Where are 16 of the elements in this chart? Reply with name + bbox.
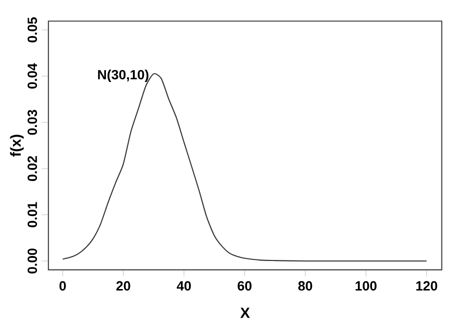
y-tick-label: 0.02	[28, 156, 38, 182]
x-tick-label: 100	[356, 281, 377, 291]
y-axis-title: f(x)	[10, 134, 24, 157]
y-tick-label: 0.01	[28, 202, 38, 228]
y-tick-label: 0.03	[28, 110, 38, 135]
x-tick-label: 60	[238, 281, 252, 291]
y-tick-label: 0.00	[28, 248, 38, 274]
x-tick-label: 80	[298, 281, 312, 291]
annotation: N(30,10)	[98, 70, 148, 82]
x-tick-label: 120	[416, 281, 438, 291]
y-tick-label: 0.04	[28, 63, 38, 89]
x-tick-label: 40	[176, 281, 191, 291]
x-axis-title: X	[240, 308, 250, 318]
x-tick-label: 0	[59, 281, 66, 291]
x-tick-label: 20	[116, 281, 130, 291]
y-tick-label: 0.05	[28, 17, 38, 42]
